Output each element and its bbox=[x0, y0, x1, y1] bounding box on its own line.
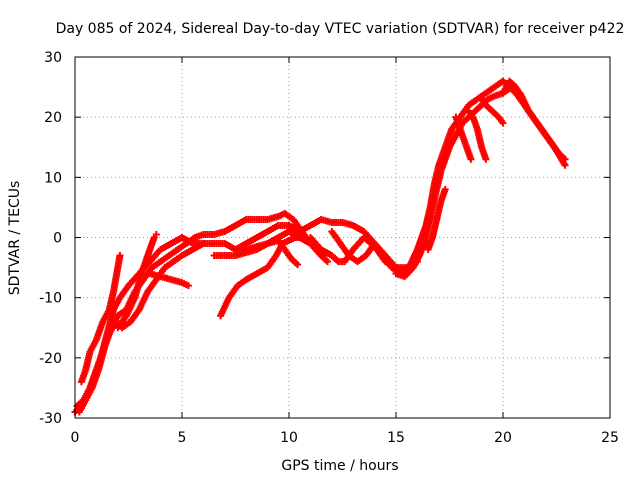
tick-marks bbox=[74, 56, 611, 419]
y-tick-label: 30 bbox=[44, 50, 62, 66]
data-point bbox=[482, 155, 490, 163]
series-track-8 bbox=[217, 234, 327, 320]
y-axis-label: SDTVAR / TECUs bbox=[7, 181, 23, 296]
y-tick-label: -20 bbox=[39, 351, 62, 367]
series-track-17 bbox=[499, 77, 569, 169]
x-tick-label: 20 bbox=[494, 430, 512, 446]
data-point bbox=[116, 252, 124, 260]
x-tick-label: 0 bbox=[71, 430, 80, 446]
data-point bbox=[184, 282, 192, 290]
series-track-4 bbox=[77, 252, 124, 386]
y-tick-label: 0 bbox=[53, 231, 62, 247]
data-series bbox=[71, 77, 569, 416]
x-tick-label: 25 bbox=[601, 430, 619, 446]
series-track-9 bbox=[232, 237, 302, 269]
data-point bbox=[324, 258, 332, 266]
chart-title: Day 085 of 2024, Sidereal Day-to-day VTE… bbox=[56, 21, 625, 37]
y-tick-label: 20 bbox=[44, 110, 62, 126]
data-point bbox=[561, 161, 569, 169]
series-track-12 bbox=[392, 83, 567, 281]
data-point bbox=[441, 185, 449, 193]
y-tick-label: 10 bbox=[44, 170, 62, 186]
series-track-13 bbox=[424, 185, 449, 254]
series-track-15 bbox=[465, 107, 490, 163]
series-track-16 bbox=[478, 95, 507, 127]
y-tick-labels: -30 -20 -10 0 10 20 30 bbox=[39, 50, 62, 427]
y-tick-label: -30 bbox=[39, 411, 62, 427]
x-axis-label: GPS time / hours bbox=[281, 458, 398, 474]
series-track-14 bbox=[452, 113, 475, 163]
y-tick-label: -10 bbox=[39, 291, 62, 307]
data-point bbox=[152, 230, 160, 238]
data-point bbox=[294, 261, 302, 269]
x-tick-label: 10 bbox=[280, 430, 298, 446]
series-track-6 bbox=[146, 270, 192, 290]
x-tick-label: 5 bbox=[178, 430, 187, 446]
series-track-11 bbox=[328, 77, 569, 278]
data-point bbox=[467, 155, 475, 163]
data-point bbox=[499, 119, 507, 127]
series-track-5 bbox=[114, 230, 160, 332]
x-tick-labels: 0 5 10 15 20 25 bbox=[71, 430, 619, 446]
x-tick-label: 15 bbox=[387, 430, 405, 446]
